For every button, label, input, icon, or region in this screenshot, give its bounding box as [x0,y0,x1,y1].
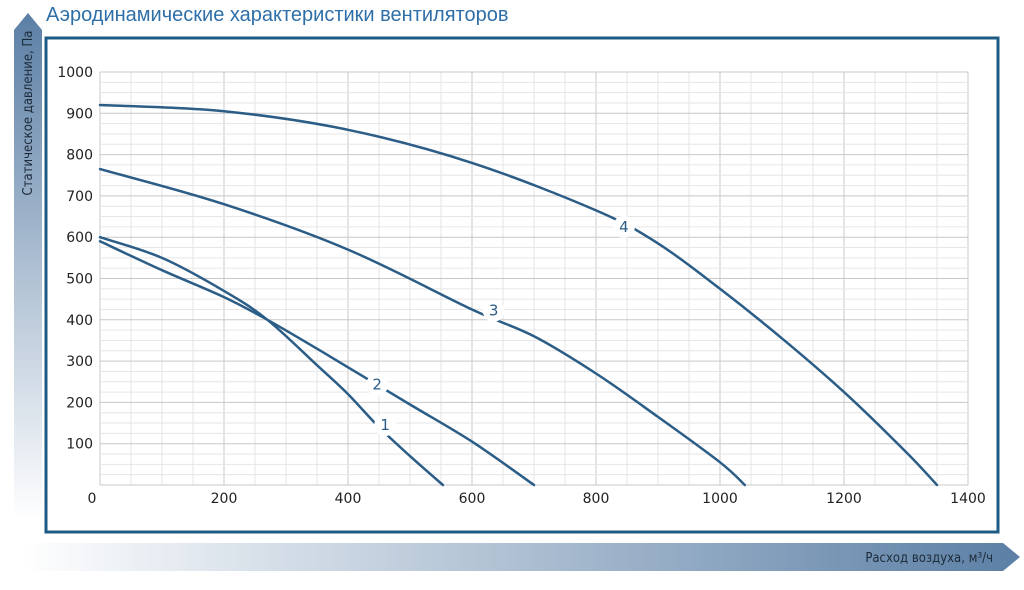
curve-label-gap [366,373,389,396]
curve-label-gap [374,414,397,437]
x-tick-label: 600 [459,491,486,507]
curve-3 [98,167,747,487]
y-tick-label: 1000 [57,65,93,81]
x-tick-label: 1400 [950,491,986,507]
curve-label-1: 1 [380,416,390,434]
y-tick-label: 900 [66,106,93,122]
grid [99,71,969,486]
x-tick-label: 200 [211,491,238,507]
x-tick-label: 1000 [702,491,738,507]
y-tick-label: 300 [66,354,93,370]
y-tick-label: 400 [66,313,93,329]
y-tick-label: 200 [66,395,93,411]
y-axis-arrow [14,13,42,520]
curve-label-3: 3 [489,302,499,320]
y-tick-label: 600 [66,230,93,246]
x-axis-arrow [20,543,1020,571]
y-tick-label: 100 [66,437,93,453]
chart-title: Аэродинамические характеристики вентилят… [46,4,509,26]
x-tick-label: 0 [88,491,97,507]
curve-2 [98,240,536,487]
curve-label-2: 2 [372,376,382,394]
x-tick-label: 400 [335,491,362,507]
y-axis-label: Статическое давление, Па [21,31,36,196]
curve-labels: 1 2 3 4 [366,215,635,437]
curve-label-gap [612,215,635,238]
x-axis-label: Расход воздуха, м³/ч [865,551,993,566]
y-tick-label: 800 [66,148,93,164]
x-tick-label: 800 [583,491,610,507]
y-tick-label: 700 [66,189,93,205]
x-tick-label: 1200 [826,491,862,507]
tick-labels: 0 200 400 600 800 1000 1200 1400 100 200 300 400 500… [57,65,985,507]
curve-label-4: 4 [619,218,629,236]
curve-1 [98,235,445,487]
plot-frame [44,36,1000,534]
curve-label-gap [482,299,505,322]
y-tick-label: 500 [66,272,93,288]
